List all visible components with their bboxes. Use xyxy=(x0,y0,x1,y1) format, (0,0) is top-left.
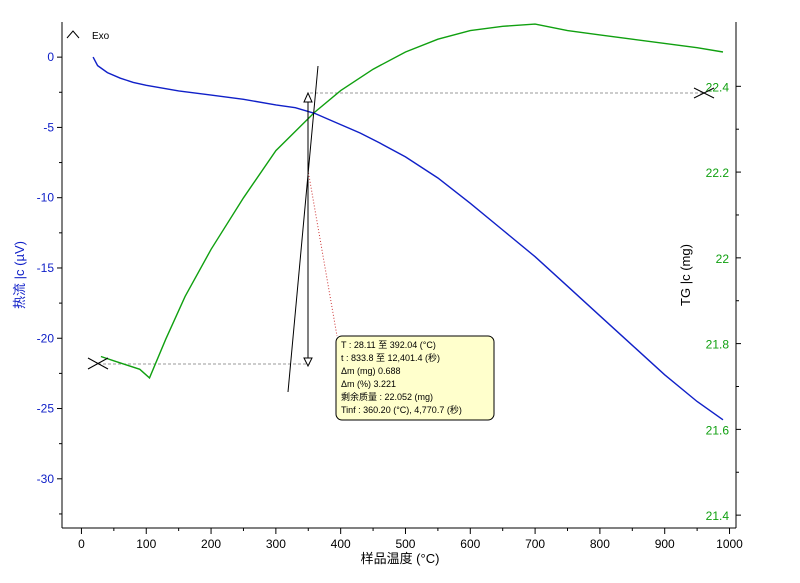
y-left-ticks: 0 -5 -10 -15 -20 -25 -30 xyxy=(37,50,62,515)
tooltip-line-inflection: Tinf : 360.20 (°C), 4,770.7 (秒) xyxy=(341,404,462,415)
y-right-tick-label: 22.2 xyxy=(706,166,730,180)
x-tick-label: 400 xyxy=(331,537,351,551)
arrow-up-icon xyxy=(303,91,313,103)
end-marker-icon xyxy=(693,87,715,99)
x-ticks: 0 100 200 300 400 500 600 700 800 900 1000 xyxy=(78,528,743,551)
y-right-tick-label: 21.4 xyxy=(706,509,730,523)
x-tick-label: 700 xyxy=(525,537,545,551)
x-tick-label: 500 xyxy=(395,537,415,551)
y-right-tick-label: 22.4 xyxy=(706,80,730,94)
series-tg-line xyxy=(100,23,724,380)
y-right-ticks: 22.4 22.2 22 21.8 21.6 21.4 xyxy=(706,80,741,523)
tooltip-line-temperature: T : 28.11 至 392.04 (°C) xyxy=(341,340,436,350)
exo-arrow-icon xyxy=(66,30,80,39)
series-heat-flow-line xyxy=(92,56,724,421)
x-axis-label: 样品温度 (°C) xyxy=(361,551,440,566)
x-tick-label: 0 xyxy=(78,537,85,551)
y-right-axis-label: TG |c (mg) xyxy=(678,244,693,306)
analysis-tooltip: T : 28.11 至 392.04 (°C) t : 833.8 至 12,4… xyxy=(335,335,495,421)
y-right-tick-label: 22 xyxy=(716,252,730,266)
inflection-tangent xyxy=(287,65,319,393)
y-left-tick-label: -10 xyxy=(37,191,55,205)
y-left-tick-label: -5 xyxy=(43,120,54,134)
y-left-tick-label: 0 xyxy=(47,50,54,64)
x-tick-label: 600 xyxy=(460,537,480,551)
x-tick-label: 900 xyxy=(655,537,675,551)
x-tick-label: 800 xyxy=(590,537,610,551)
y-left-tick-label: -15 xyxy=(37,261,55,275)
tooltip-line-mass-change: Δm (mg) 0.688 xyxy=(341,366,401,376)
y-left-axis-label: 热流 |c (µV) xyxy=(12,241,27,309)
start-marker-icon xyxy=(87,357,109,370)
tooltip-line-time: t : 833.8 至 12,401.4 (秒) xyxy=(341,352,440,363)
arrow-down-icon xyxy=(303,357,313,368)
x-tick-label: 1000 xyxy=(716,537,743,551)
y-right-tick-label: 21.6 xyxy=(706,423,730,437)
y-left-tick-label: -30 xyxy=(37,472,55,486)
exo-label: Exo xyxy=(92,31,110,42)
tooltip-line-residual-mass: 剩余质量 : 22.052 (mg) xyxy=(341,391,433,402)
x-tick-label: 200 xyxy=(201,537,221,551)
tooltip-line-mass-percent: Δm (%) 3.221 xyxy=(341,379,396,389)
y-left-tick-label: -25 xyxy=(37,402,55,416)
x-tick-label: 100 xyxy=(136,537,156,551)
tooltip-leader xyxy=(307,169,338,337)
y-right-tick-label: 21.8 xyxy=(706,338,730,352)
x-tick-label: 300 xyxy=(266,537,286,551)
y-left-tick-label: -20 xyxy=(37,331,55,345)
